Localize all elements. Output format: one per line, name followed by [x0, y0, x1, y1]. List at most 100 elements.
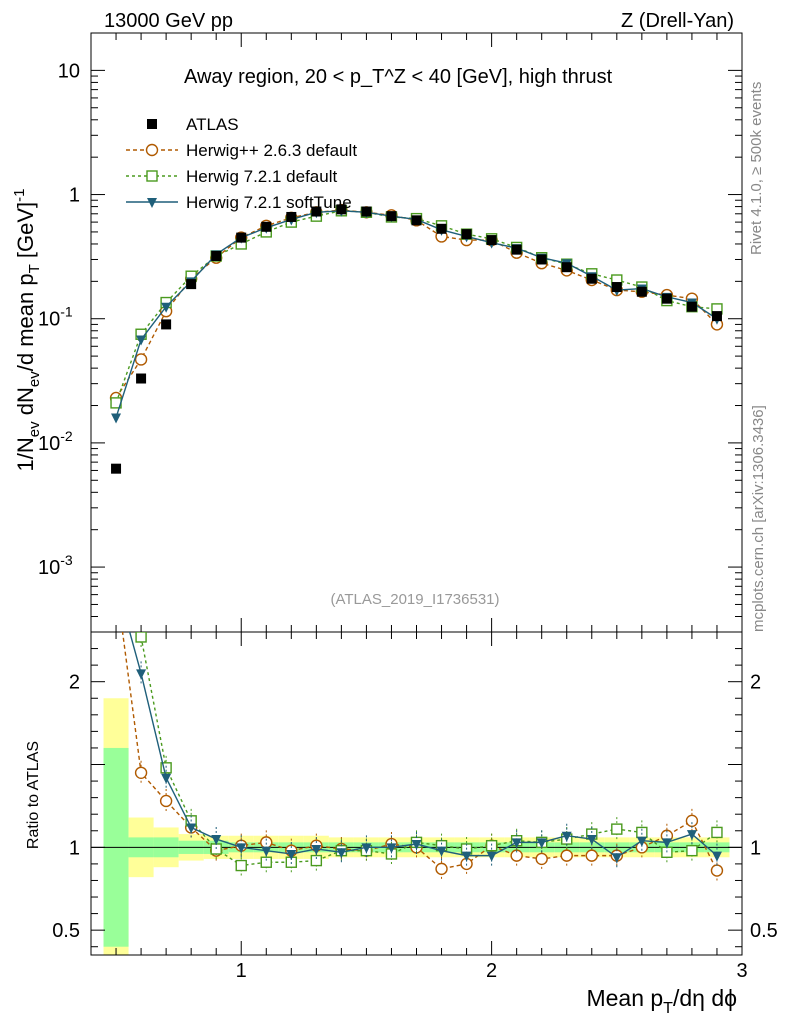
ratio-point [310, 854, 323, 867]
ratio-point [511, 838, 522, 849]
x-tick-label: 1 [236, 960, 247, 982]
data-point [136, 335, 147, 346]
y-tick-label: 10-1 [38, 304, 73, 331]
ratio-point [611, 853, 622, 864]
data-point [661, 293, 672, 304]
data-point [386, 211, 397, 222]
ratio-point [461, 851, 472, 862]
ratio-point [585, 849, 598, 862]
header-right-label: Z (Drell-Yan) [621, 10, 734, 32]
ratio-point [435, 862, 448, 876]
ratio-point [111, 578, 121, 588]
ratio-point [711, 826, 723, 839]
y-tick-label: 10 [58, 60, 80, 82]
data-series [109, 203, 724, 883]
series-line [115, 210, 718, 404]
data-point [511, 244, 522, 255]
ratio-point [535, 852, 548, 866]
series-0-main [111, 204, 722, 474]
ratio-point [386, 843, 397, 854]
chart-title: Away region, 20 < p_T^Z < 40 [GeV], high… [184, 66, 612, 89]
legend-label: Herwig 7.2.1 softTune [186, 193, 352, 212]
ratio-point [536, 838, 547, 849]
ratio-series [111, 577, 724, 883]
legend-label: ATLAS [186, 115, 239, 134]
y-tick-label: 10-3 [38, 552, 73, 579]
ratio-point [586, 835, 597, 846]
ratio-tick-label-right: 1 [750, 837, 761, 859]
data-point [161, 302, 172, 313]
axis-ticks [90, 32, 743, 955]
data-point [636, 286, 647, 297]
ratio-line [138, 632, 718, 867]
data-point [436, 223, 447, 234]
series-1-main [109, 203, 724, 405]
ratio-tick-label: 2 [69, 672, 80, 694]
legend-marker [145, 143, 159, 157]
ratio-point [611, 823, 623, 835]
ratio-point [636, 836, 647, 847]
ratio-point [186, 823, 197, 834]
ratio-tick-label-right: 0.5 [750, 920, 778, 942]
ratio-point [686, 844, 698, 857]
ratio-point [686, 830, 697, 841]
data-point [611, 282, 622, 293]
x-axis-title: Mean pT/dη dϕ [586, 985, 737, 1017]
ratio-point [286, 849, 297, 860]
data-point [711, 311, 722, 322]
ratio-point [161, 773, 172, 784]
data-point [111, 463, 122, 474]
ratio-point [710, 864, 724, 877]
ratio-point [111, 577, 122, 588]
ratio-point [411, 840, 422, 851]
y-tick-label: 1 [69, 185, 80, 207]
ratio-point [436, 846, 447, 857]
x-tick-label: 3 [736, 960, 747, 982]
ratio-point [136, 669, 147, 680]
legend-label: Herwig 7.2.1 default [186, 167, 337, 186]
ratio-line [128, 632, 718, 859]
data-point [411, 215, 422, 226]
data-point [336, 204, 347, 215]
mcplots-label: mcplots.cern.ch [arXiv:1306.3436] [750, 405, 767, 632]
ratio-axis-title: Ratio to ATLAS [25, 741, 42, 849]
ratio-point [235, 859, 247, 872]
data-point [361, 206, 372, 217]
ratio-panel-frame [90, 631, 743, 956]
legend-marker [147, 198, 157, 208]
ratio-point [661, 838, 672, 849]
ratio-point [211, 835, 222, 846]
data-point [186, 279, 197, 290]
ratio-point [485, 839, 498, 852]
series-line [115, 209, 718, 399]
ratio-point [159, 794, 173, 808]
ratio-point [236, 843, 247, 854]
ratio-point [260, 856, 272, 868]
ratio-point [361, 843, 372, 854]
data-point [536, 254, 547, 265]
data-point [136, 373, 147, 384]
ratio-point [486, 851, 497, 862]
ratio-tick-label: 0.5 [52, 920, 80, 942]
ratio-tick-label-right: 2 [750, 672, 761, 694]
data-point [586, 273, 597, 284]
data-point [161, 319, 172, 330]
series-3-main [111, 206, 722, 424]
rivet-version-label: Rivet 4.1.0, ≥ 500k events [748, 81, 765, 255]
legend-marker [147, 119, 157, 129]
data-point [236, 232, 247, 243]
ratio-point [260, 836, 273, 849]
ratio-point [261, 846, 272, 857]
ratio-point [111, 577, 121, 587]
ratio-point [561, 831, 572, 842]
data-point [561, 262, 572, 273]
ratio-point [160, 762, 172, 774]
legend: ATLAS Herwig++ 2.6.3 default Herwig 7.2.1 … [126, 115, 357, 212]
ratio-point [685, 814, 699, 828]
header-left-label: 13000 GeV pp [104, 10, 233, 32]
data-point [261, 221, 272, 232]
title-text: Away region, 20 < p_T^Z < 40 [GeV], high… [184, 66, 613, 88]
data-point [461, 229, 472, 240]
data-point [686, 301, 697, 312]
